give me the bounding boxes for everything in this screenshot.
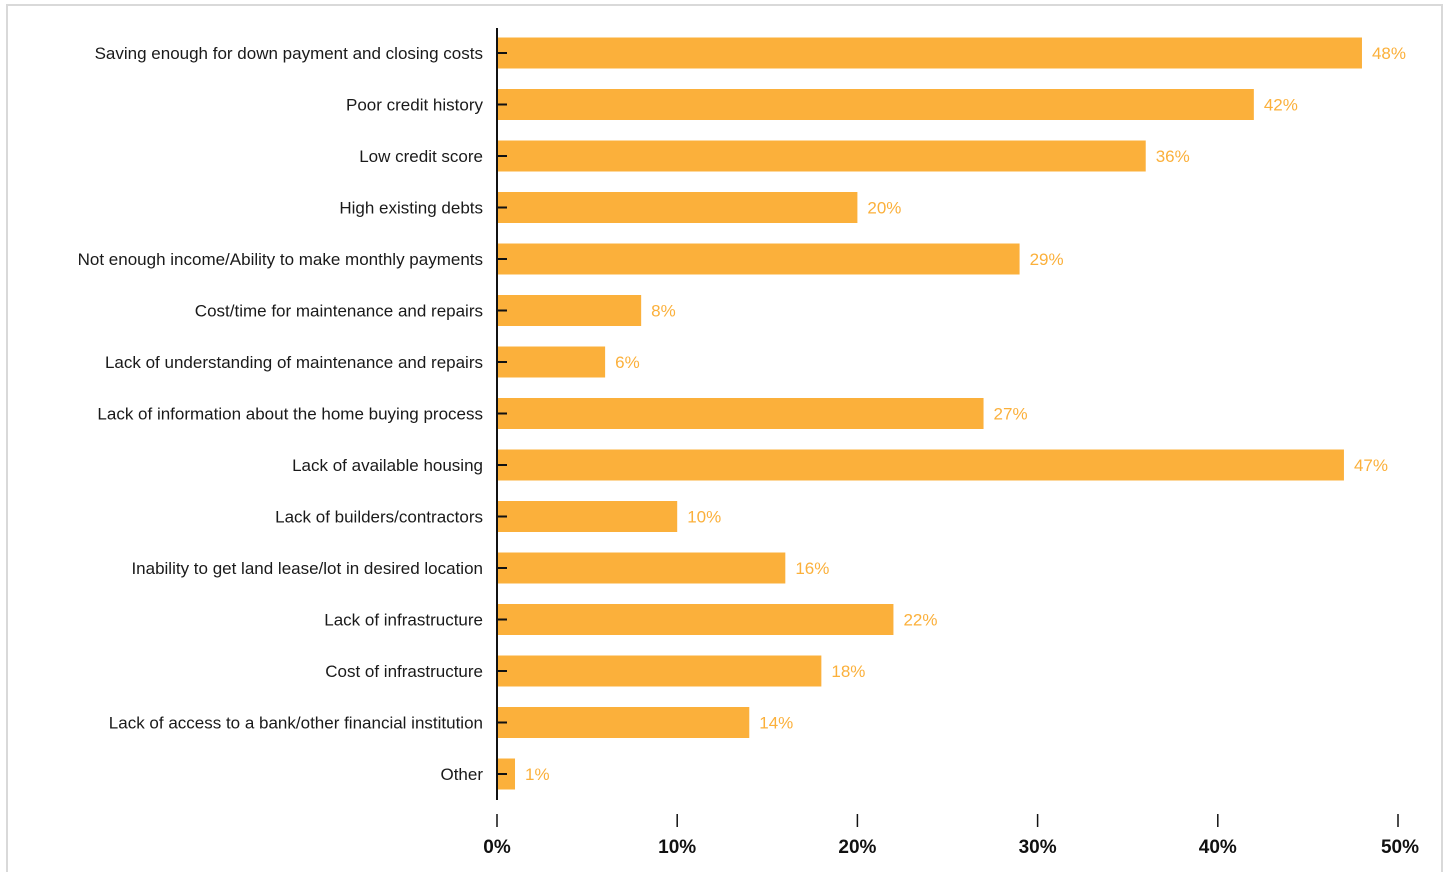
category-label-1: Poor credit history <box>346 96 483 115</box>
value-label-11: 22% <box>903 611 937 630</box>
category-label-5: Cost/time for maintenance and repairs <box>195 302 483 321</box>
category-label-14: Other <box>440 765 483 784</box>
bar-5 <box>497 295 642 326</box>
bar-9 <box>497 501 678 532</box>
bar-13 <box>497 707 750 738</box>
bar-7 <box>497 398 984 429</box>
chart-frame <box>6 4 1443 872</box>
x-tick-label-5: 50% <box>1381 837 1419 858</box>
bar-8 <box>497 449 1344 481</box>
x-tick-label-0: 0% <box>483 837 511 858</box>
value-label-8: 47% <box>1354 456 1388 475</box>
category-label-4: Not enough income/Ability to make monthl… <box>78 250 483 269</box>
value-label-5: 8% <box>651 302 676 321</box>
value-label-4: 29% <box>1030 250 1064 269</box>
category-label-10: Inability to get land lease/lot in desir… <box>131 559 483 578</box>
value-label-12: 18% <box>831 662 865 681</box>
category-label-0: Saving enough for down payment and closi… <box>95 44 483 63</box>
category-label-13: Lack of access to a bank/other financial… <box>109 714 483 733</box>
bar-2 <box>497 140 1146 172</box>
category-label-3: High existing debts <box>339 199 483 218</box>
bar-6 <box>497 346 606 378</box>
value-label-10: 16% <box>795 559 829 578</box>
category-label-8: Lack of available housing <box>292 456 483 475</box>
bar-1 <box>497 89 1254 120</box>
value-label-14: 1% <box>525 765 550 784</box>
bar-0 <box>497 37 1362 69</box>
value-label-13: 14% <box>759 714 793 733</box>
value-label-2: 36% <box>1156 147 1190 166</box>
x-tick-label-3: 30% <box>1019 837 1057 858</box>
bar-12 <box>497 655 822 687</box>
value-label-3: 20% <box>867 199 901 218</box>
category-label-7: Lack of information about the home buyin… <box>97 405 483 424</box>
value-label-6: 6% <box>615 353 640 372</box>
x-tick-label-2: 20% <box>838 837 876 858</box>
category-label-12: Cost of infrastructure <box>325 662 483 681</box>
category-label-11: Lack of infrastructure <box>324 611 483 630</box>
x-tick-label-4: 40% <box>1199 837 1237 858</box>
value-label-1: 42% <box>1264 96 1298 115</box>
value-label-7: 27% <box>994 405 1028 424</box>
bar-10 <box>497 552 786 584</box>
bar-4 <box>497 243 1020 275</box>
value-label-0: 48% <box>1372 44 1406 63</box>
category-label-2: Low credit score <box>359 147 483 166</box>
bar-11 <box>497 604 894 635</box>
bar-3 <box>497 192 858 223</box>
value-label-9: 10% <box>687 508 721 527</box>
x-tick-label-1: 10% <box>658 837 696 858</box>
category-label-9: Lack of builders/contractors <box>275 508 483 527</box>
category-label-6: Lack of understanding of maintenance and… <box>105 353 483 372</box>
